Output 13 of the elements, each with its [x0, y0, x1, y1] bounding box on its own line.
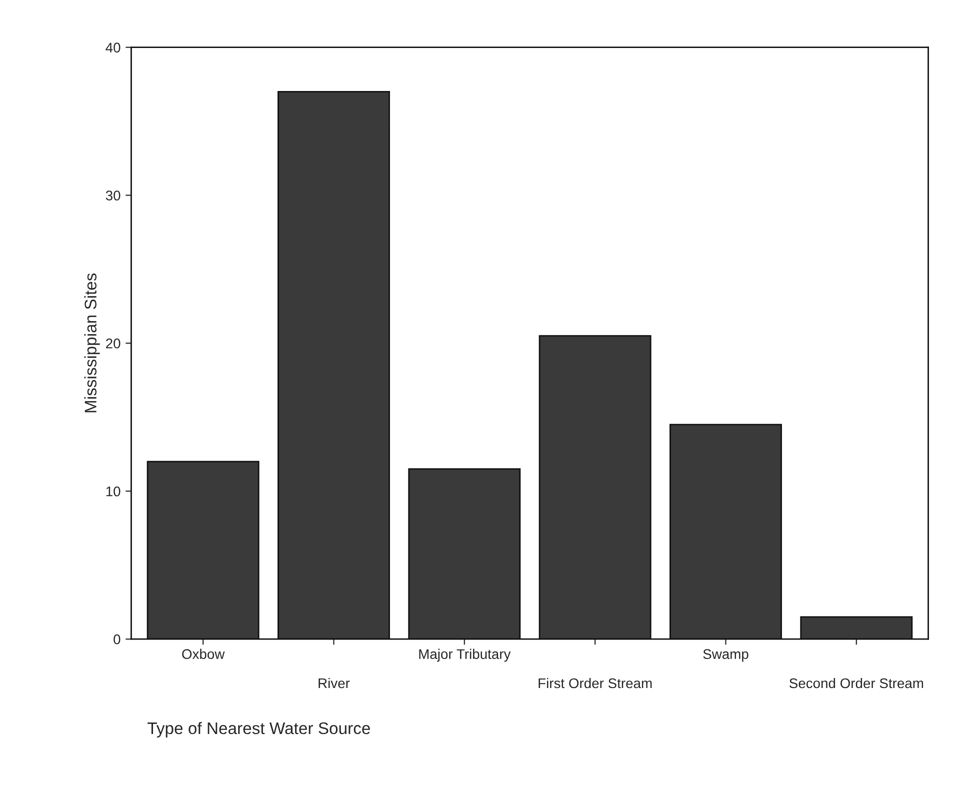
- x-tick-label: Swamp: [703, 649, 748, 662]
- x-axis-title: Type of Nearest Water Source: [148, 722, 370, 738]
- x-tick-label: Major Tributary: [419, 648, 511, 662]
- y-tick-label: 40: [106, 42, 120, 53]
- x-tick-label: Oxbow: [182, 648, 225, 660]
- y-tick-label: 10: [106, 486, 120, 496]
- y-tick-label: 0: [114, 634, 120, 644]
- y-tick-label: 20: [106, 338, 120, 348]
- x-tick-label: First Order Stream: [538, 678, 652, 688]
- y-axis-title: Mississippian Sites: [84, 273, 100, 412]
- y-tick-label: 30: [106, 190, 120, 200]
- x-tick-label: River: [318, 678, 350, 688]
- x-tick-label: Second Order Stream: [789, 678, 924, 688]
